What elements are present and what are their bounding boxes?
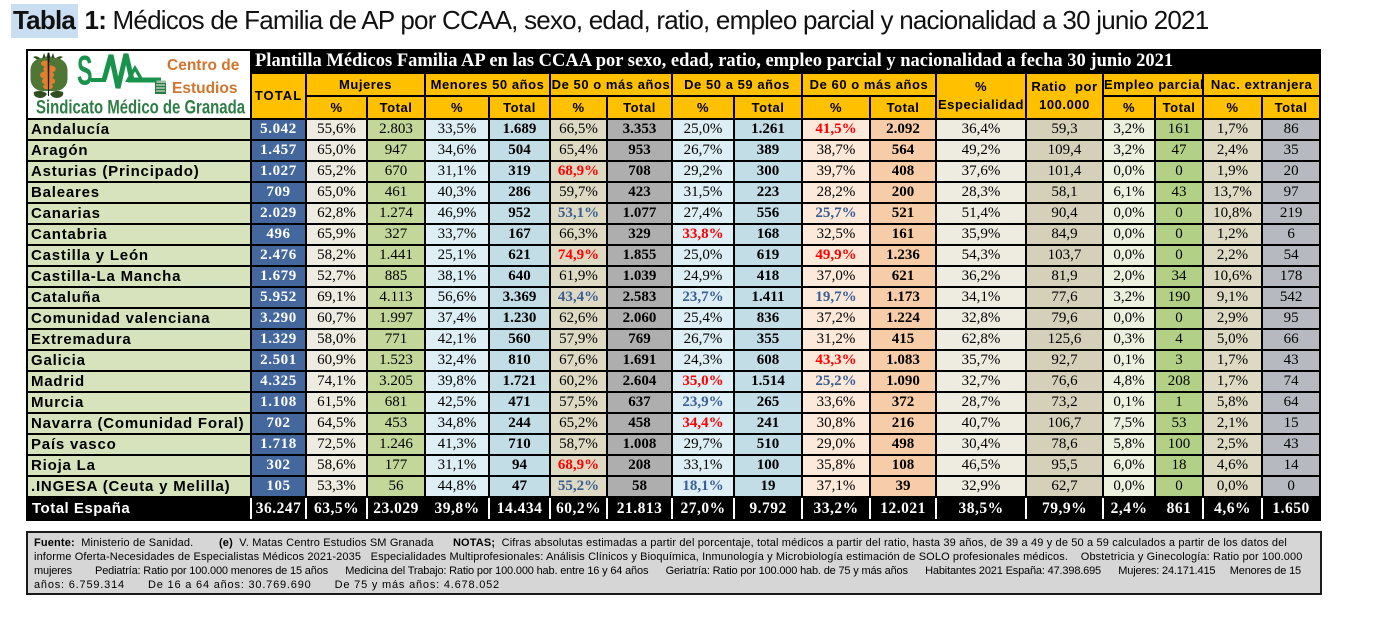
svg-text:Sindicato Médico de Granada: Sindicato Médico de Granada (36, 98, 245, 118)
svg-text:S: S (77, 51, 93, 94)
svg-text:Estudios: Estudios (172, 80, 237, 97)
svg-text:Centro de: Centro de (167, 57, 240, 74)
